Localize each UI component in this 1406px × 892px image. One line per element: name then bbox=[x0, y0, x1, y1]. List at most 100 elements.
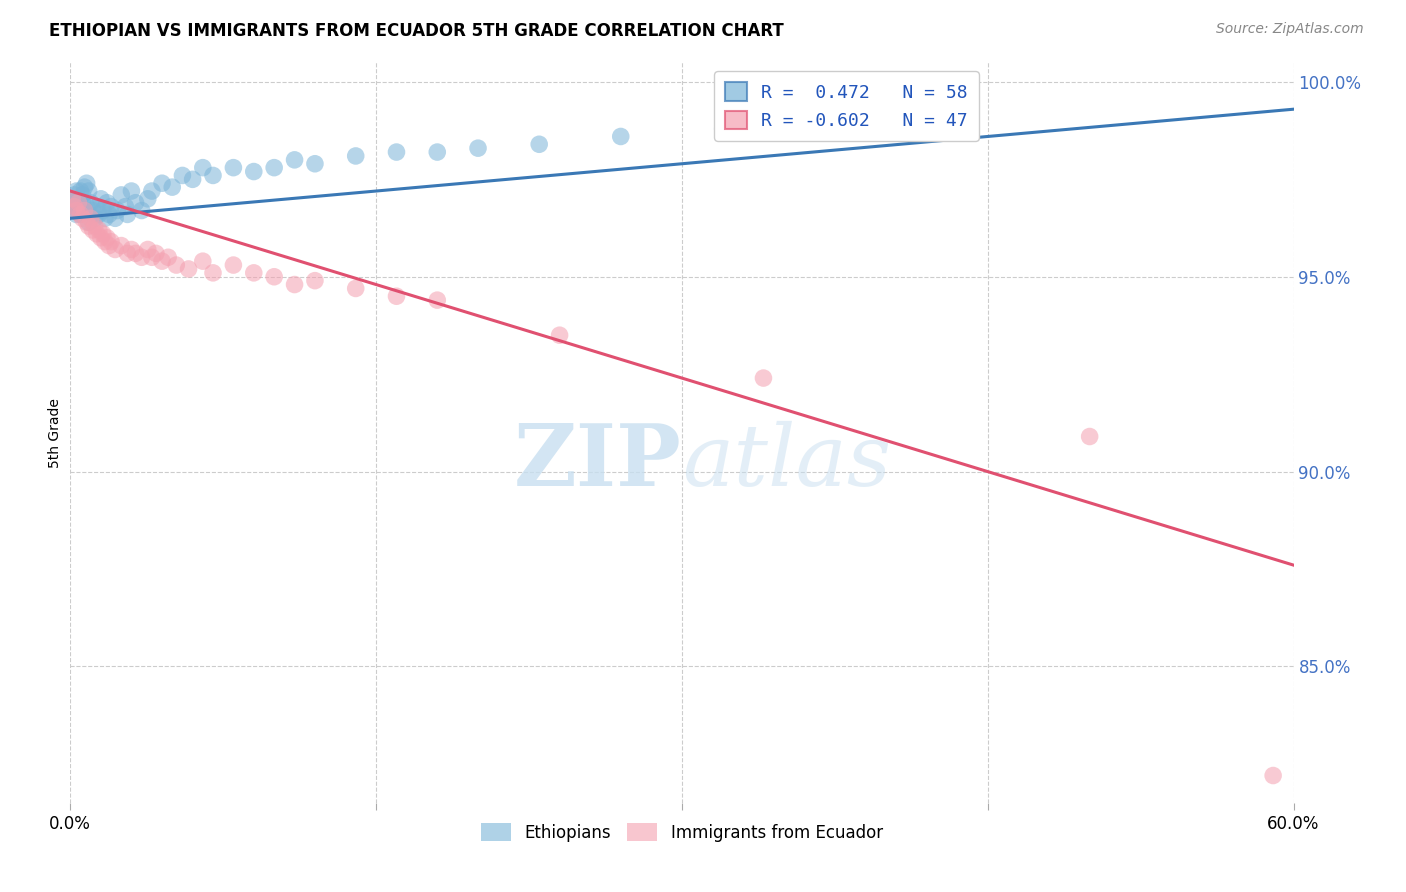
Point bbox=[172, 169, 194, 183]
Point bbox=[65, 207, 87, 221]
Point bbox=[67, 200, 90, 214]
Point bbox=[114, 200, 136, 214]
Y-axis label: 5th Grade: 5th Grade bbox=[48, 398, 62, 467]
Point bbox=[76, 215, 98, 229]
Point bbox=[86, 200, 108, 214]
Point bbox=[117, 246, 139, 260]
Point bbox=[284, 277, 307, 292]
Point bbox=[145, 246, 167, 260]
Point bbox=[63, 200, 86, 214]
Point bbox=[243, 164, 266, 178]
Point bbox=[284, 153, 307, 167]
Point bbox=[385, 145, 408, 159]
Point bbox=[136, 243, 159, 257]
Point bbox=[96, 231, 118, 245]
Point bbox=[105, 203, 128, 218]
Point bbox=[72, 195, 94, 210]
Text: ZIP: ZIP bbox=[515, 420, 682, 504]
Point bbox=[304, 274, 326, 288]
Point bbox=[79, 195, 103, 210]
Point bbox=[60, 192, 83, 206]
Point bbox=[65, 184, 87, 198]
Point bbox=[117, 207, 139, 221]
Point bbox=[222, 258, 245, 272]
Point bbox=[76, 200, 98, 214]
Point bbox=[141, 250, 163, 264]
Point bbox=[202, 169, 225, 183]
Point bbox=[76, 176, 98, 190]
Point bbox=[110, 238, 132, 252]
Point bbox=[65, 203, 87, 218]
Point bbox=[73, 203, 96, 218]
Point bbox=[243, 266, 266, 280]
Point bbox=[91, 227, 114, 241]
Point bbox=[104, 211, 127, 226]
Point bbox=[63, 188, 86, 202]
Point bbox=[752, 371, 775, 385]
Point bbox=[121, 184, 143, 198]
Point bbox=[344, 281, 367, 295]
Point bbox=[91, 203, 114, 218]
Point bbox=[98, 238, 121, 252]
Point bbox=[83, 211, 105, 226]
Point bbox=[131, 203, 153, 218]
Point bbox=[69, 207, 91, 221]
Point bbox=[65, 200, 87, 214]
Point bbox=[77, 215, 100, 229]
Point bbox=[426, 145, 449, 159]
Point bbox=[191, 254, 214, 268]
Point bbox=[131, 250, 153, 264]
Point bbox=[202, 266, 225, 280]
Point bbox=[222, 161, 245, 175]
Point bbox=[63, 203, 86, 218]
Point bbox=[529, 137, 551, 152]
Point bbox=[1078, 429, 1101, 443]
Point bbox=[94, 211, 117, 226]
Point bbox=[150, 176, 173, 190]
Point bbox=[467, 141, 489, 155]
Point bbox=[96, 195, 118, 210]
Point bbox=[73, 203, 96, 218]
Point bbox=[60, 195, 83, 210]
Point bbox=[82, 203, 104, 218]
Point bbox=[77, 219, 100, 233]
Point bbox=[181, 172, 204, 186]
Point bbox=[73, 180, 96, 194]
Point bbox=[79, 211, 103, 226]
Point bbox=[69, 207, 91, 221]
Text: Source: ZipAtlas.com: Source: ZipAtlas.com bbox=[1216, 22, 1364, 37]
Point bbox=[426, 293, 449, 307]
Point bbox=[86, 227, 108, 241]
Point bbox=[136, 192, 159, 206]
Point bbox=[60, 192, 83, 206]
Point bbox=[67, 192, 90, 206]
Point bbox=[87, 223, 110, 237]
Point bbox=[104, 243, 127, 257]
Point bbox=[177, 262, 200, 277]
Point bbox=[191, 161, 214, 175]
Point bbox=[385, 289, 408, 303]
Point bbox=[100, 235, 122, 249]
Point bbox=[110, 188, 132, 202]
Point bbox=[304, 157, 326, 171]
Point bbox=[157, 250, 180, 264]
Text: atlas: atlas bbox=[682, 421, 891, 504]
Point bbox=[72, 211, 94, 226]
Point bbox=[263, 161, 285, 175]
Point bbox=[77, 184, 100, 198]
Point bbox=[1261, 768, 1284, 782]
Point bbox=[87, 207, 110, 221]
Point bbox=[344, 149, 367, 163]
Point bbox=[82, 223, 104, 237]
Point bbox=[90, 231, 112, 245]
Point bbox=[263, 269, 285, 284]
Point bbox=[165, 258, 187, 272]
Legend: Ethiopians, Immigrants from Ecuador: Ethiopians, Immigrants from Ecuador bbox=[472, 815, 891, 850]
Point bbox=[162, 180, 183, 194]
Point bbox=[610, 129, 633, 144]
Point bbox=[711, 121, 734, 136]
Point bbox=[83, 219, 105, 233]
Point bbox=[90, 192, 112, 206]
Point bbox=[94, 235, 117, 249]
Point bbox=[121, 243, 143, 257]
